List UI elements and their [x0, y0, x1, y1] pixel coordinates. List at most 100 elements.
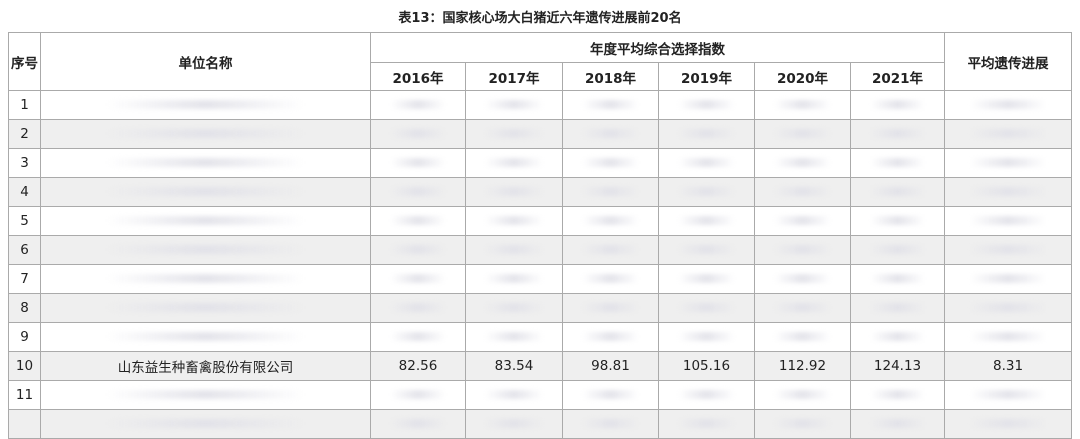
cell-year-value — [465, 148, 563, 178]
redacted-blur — [774, 303, 831, 312]
redacted-blur — [389, 303, 447, 312]
cell-name — [40, 380, 371, 410]
redacted-blur — [485, 100, 543, 109]
redacted-blur — [582, 419, 639, 428]
redacted-blur — [869, 390, 926, 399]
cell-year-value — [370, 322, 466, 352]
cell-year-value — [562, 206, 659, 236]
redacted-blur — [389, 419, 447, 428]
cell-avg-progress — [944, 119, 1073, 149]
cell-name — [40, 90, 371, 120]
cell-year-value — [562, 293, 659, 323]
table-row: 6 — [8, 235, 1073, 265]
cell-name — [40, 206, 371, 236]
redacted-blur — [106, 332, 305, 341]
redacted-blur — [106, 390, 305, 399]
redacted-blur — [678, 303, 735, 312]
redacted-blur — [485, 419, 543, 428]
header-year: 2016年 — [370, 62, 466, 91]
cell-year-value — [658, 177, 755, 207]
redacted-blur — [869, 129, 926, 138]
cell-year-value — [465, 177, 563, 207]
cell-seq: 11 — [8, 380, 41, 410]
redacted-blur — [106, 419, 305, 428]
cell-year-value — [754, 235, 851, 265]
cell-year-value — [658, 90, 755, 120]
table-row: 8 — [8, 293, 1073, 323]
redacted-blur — [389, 100, 447, 109]
cell-year-value — [562, 235, 659, 265]
cell-name — [40, 264, 371, 294]
redacted-blur — [774, 158, 831, 167]
cell-year-value: 82.56 — [370, 351, 466, 381]
cell-year-value — [849, 177, 946, 207]
cell-year-value — [562, 177, 659, 207]
redacted-blur — [389, 187, 447, 196]
redacted-blur — [774, 245, 831, 254]
cell-year-value — [562, 148, 659, 178]
header-year: 2018年 — [562, 62, 659, 91]
cell-seq: 1 — [8, 90, 41, 120]
cell-year-value — [658, 235, 755, 265]
header-year: 2017年 — [465, 62, 563, 91]
header-year: 2021年 — [849, 62, 946, 91]
cell-seq: 8 — [8, 293, 41, 323]
header-name: 单位名称 — [40, 32, 371, 91]
cell-year-value — [849, 409, 946, 439]
redacted-blur — [869, 332, 926, 341]
cell-year-value — [658, 322, 755, 352]
table-row: 1 — [8, 90, 1073, 120]
redacted-blur — [970, 129, 1046, 138]
cell-year-value — [370, 148, 466, 178]
redacted-blur — [582, 100, 639, 109]
redacted-blur — [774, 419, 831, 428]
redacted-blur — [106, 216, 305, 225]
redacted-blur — [869, 100, 926, 109]
redacted-blur — [582, 245, 639, 254]
redacted-blur — [678, 332, 735, 341]
redacted-blur — [389, 245, 447, 254]
cell-year-value — [849, 235, 946, 265]
cell-avg-progress — [944, 264, 1073, 294]
redacted-blur — [485, 332, 543, 341]
cell-avg-progress — [944, 380, 1073, 410]
header-seq: 序号 — [8, 32, 41, 91]
cell-name — [40, 177, 371, 207]
cell-year-value — [658, 148, 755, 178]
redacted-blur — [678, 274, 735, 283]
cell-year-value: 105.16 — [658, 351, 755, 381]
cell-year-value — [658, 293, 755, 323]
cell-name — [40, 148, 371, 178]
redacted-blur — [869, 245, 926, 254]
cell-avg-progress — [944, 90, 1073, 120]
redacted-blur — [582, 158, 639, 167]
cell-avg-progress — [944, 206, 1073, 236]
table-row: 4 — [8, 177, 1073, 207]
cell-year-value — [754, 206, 851, 236]
redacted-blur — [970, 303, 1046, 312]
header-index-group: 年度平均综合选择指数 — [369, 32, 946, 63]
cell-seq: 9 — [8, 322, 41, 352]
redacted-blur — [582, 303, 639, 312]
cell-year-value — [562, 264, 659, 294]
cell-seq: 2 — [8, 119, 41, 149]
redacted-blur — [106, 129, 305, 138]
redacted-blur — [869, 216, 926, 225]
cell-year-value — [465, 206, 563, 236]
redacted-blur — [970, 332, 1046, 341]
cell-year-value — [370, 380, 466, 410]
cell-avg-progress — [944, 235, 1073, 265]
redacted-blur — [582, 129, 639, 138]
cell-seq: 5 — [8, 206, 41, 236]
cell-year-value — [465, 293, 563, 323]
redacted-blur — [106, 187, 305, 196]
table-row: 11 — [8, 380, 1073, 410]
cell-year-value — [849, 206, 946, 236]
table-title: 表13：国家核心场大白猪近六年遗传进展前20名 — [398, 11, 682, 26]
redacted-blur — [678, 158, 735, 167]
redacted-blur — [106, 158, 305, 167]
redacted-blur — [869, 274, 926, 283]
redacted-blur — [678, 245, 735, 254]
cell-year-value — [658, 206, 755, 236]
header-avg-progress: 平均遗传进展 — [944, 32, 1073, 91]
